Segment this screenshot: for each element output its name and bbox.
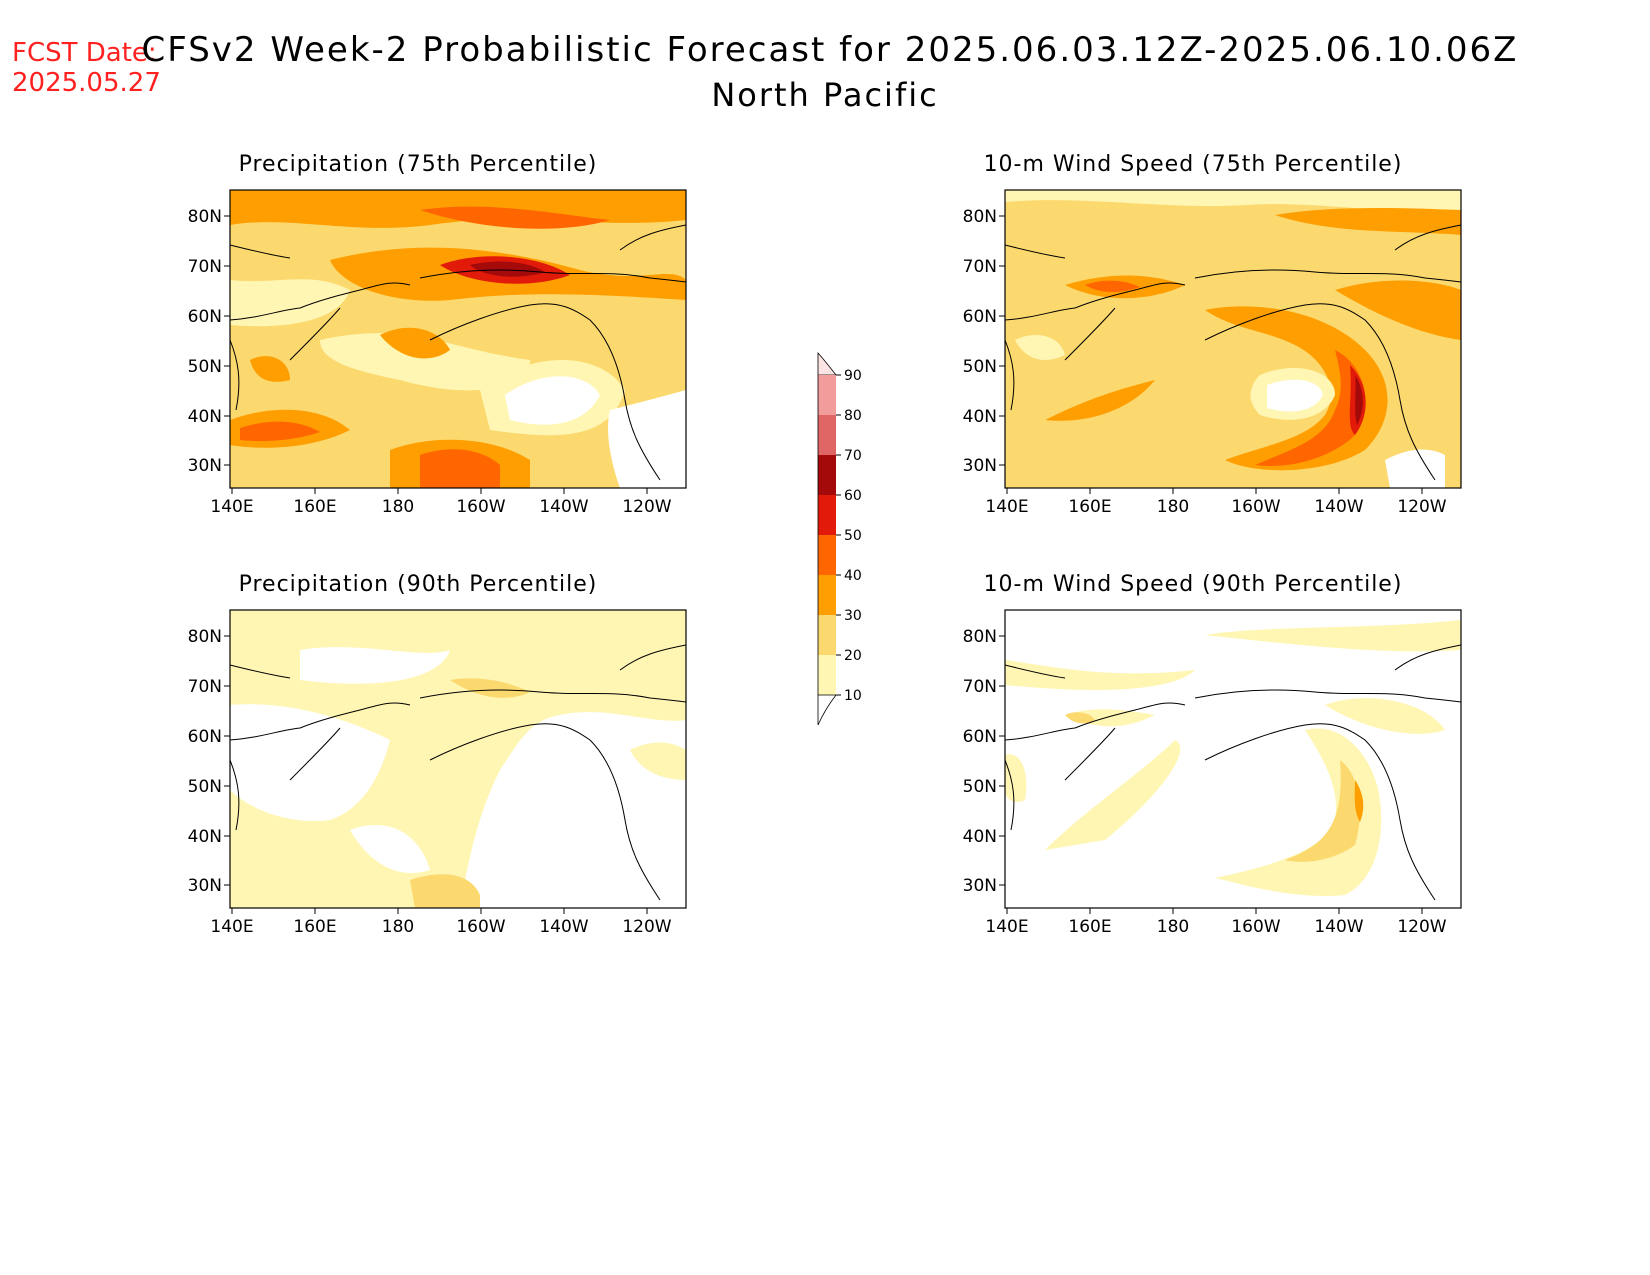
- lat-label: 60N: [188, 727, 222, 747]
- lon-label: 160E: [293, 497, 336, 517]
- lon-label: 120W: [622, 917, 671, 937]
- lon-label: 180: [382, 917, 414, 937]
- lon-label: 140W: [1314, 497, 1363, 517]
- lat-label: 60N: [963, 727, 997, 747]
- lat-label: 80N: [188, 627, 222, 647]
- colorbar-swatch: [818, 655, 836, 695]
- lat-label: 70N: [188, 677, 222, 697]
- lon-label: 160W: [456, 497, 505, 517]
- panel-wind-90: 10-m Wind Speed (90th Percentile) 80N 70N…: [935, 568, 1475, 938]
- lon-label: 160E: [293, 917, 336, 937]
- lon-label: 140W: [539, 917, 588, 937]
- lon-label: 180: [1157, 497, 1189, 517]
- lon-label: 140W: [1314, 917, 1363, 937]
- lat-label: 50N: [188, 777, 222, 797]
- panel-wind-75: 10-m Wind Speed (75th Percentile): [935, 148, 1475, 518]
- colorbar-swatch: [818, 535, 836, 575]
- colorbar-label: 80: [844, 408, 862, 424]
- colorbar-top-tip: [817, 351, 837, 376]
- colorbar-swatch: [818, 495, 836, 535]
- colorbar-label: 70: [844, 448, 862, 464]
- colorbar-label: 30: [844, 608, 862, 624]
- lat-label: 70N: [188, 257, 222, 277]
- lon-label: 140W: [539, 497, 588, 517]
- lon-label: 140E: [985, 917, 1028, 937]
- axis-labels: 80N 70N 60N 50N 40N 30N 140E 160E 180 160W 140W 120…: [963, 207, 1447, 517]
- map-wind-90: 80N 70N 60N 50N 40N 30N 140E 160E 180 160W 140W 120…: [963, 609, 1462, 937]
- map-precip-90: 80N 70N 60N 50N 40N 30N 140E 160E 180 160W 140W 120…: [188, 609, 687, 937]
- lat-label: 30N: [963, 876, 997, 896]
- map-precip-75: 80N 70N 60N 50N 40N 30N 140E 160E 180 160W 140W 120…: [188, 189, 687, 517]
- lat-label: 80N: [188, 207, 222, 227]
- lat-label: 40N: [188, 827, 222, 847]
- forecast-date-label: FCST Date: 2025.05.27: [12, 38, 161, 98]
- lon-label: 140E: [210, 917, 253, 937]
- lat-label: 70N: [963, 677, 997, 697]
- title-line2: North Pacific: [711, 76, 939, 114]
- panel-precip-75: Precipitation (75th Percentile): [160, 148, 700, 518]
- colorbar-swatch: [818, 575, 836, 615]
- panel-precip-90: Precipitation (90th Percentile) 80N 70N 60…: [160, 568, 700, 938]
- colorbar-label: 40: [844, 568, 862, 584]
- lon-label: 160W: [456, 917, 505, 937]
- title-line1: CFSv2 Week-2 Probabilistic Forecast for …: [141, 30, 1519, 70]
- lon-label: 180: [1157, 917, 1189, 937]
- panel-title: 10-m Wind Speed (90th Percentile): [983, 572, 1403, 597]
- colorbar-label: 10: [844, 688, 862, 704]
- lon-label: 160W: [1231, 917, 1280, 937]
- lat-label: 60N: [188, 307, 222, 327]
- lat-label: 40N: [963, 407, 997, 427]
- colorbar-swatch: [818, 375, 836, 415]
- lat-label: 80N: [963, 207, 997, 227]
- lon-label: 120W: [622, 497, 671, 517]
- page-title: CFSv2 Week-2 Probabilistic Forecast for …: [0, 30, 1650, 114]
- axis-labels: 80N 70N 60N 50N 40N 30N 140E 160E 180 160W 140W 120…: [188, 207, 672, 517]
- fcst-date-caption: FCST Date:: [12, 38, 157, 68]
- lat-label: 30N: [963, 456, 997, 476]
- lon-label: 160W: [1231, 497, 1280, 517]
- lon-label: 140E: [210, 497, 253, 517]
- lat-label: 30N: [188, 456, 222, 476]
- fcst-date-value: 2025.05.27: [12, 68, 161, 98]
- colorbar-swatch: [818, 615, 836, 655]
- lat-label: 40N: [963, 827, 997, 847]
- lat-label: 80N: [963, 627, 997, 647]
- lat-label: 60N: [963, 307, 997, 327]
- panel-title: 10-m Wind Speed (75th Percentile): [983, 152, 1403, 177]
- lat-label: 40N: [188, 407, 222, 427]
- map-wind-75: 80N 70N 60N 50N 40N 30N 140E 160E 180 160W 140W 120…: [963, 189, 1462, 517]
- lat-label: 70N: [963, 257, 997, 277]
- lat-label: 50N: [963, 777, 997, 797]
- lon-label: 160E: [1068, 497, 1111, 517]
- axis-labels: 80N 70N 60N 50N 40N 30N 140E 160E 180 160W 140W 120…: [188, 627, 672, 937]
- colorbar-label: 20: [844, 648, 862, 664]
- lat-label: 50N: [188, 357, 222, 377]
- panel-title: Precipitation (90th Percentile): [238, 572, 598, 597]
- lat-label: 50N: [963, 357, 997, 377]
- colorbar-label: 90: [844, 368, 862, 384]
- colorbar-bottom-tip: [817, 694, 837, 726]
- colorbar-swatch: [818, 415, 836, 455]
- lat-label: 30N: [188, 876, 222, 896]
- lon-label: 180: [382, 497, 414, 517]
- panel-title: Precipitation (75th Percentile): [238, 152, 598, 177]
- lon-label: 140E: [985, 497, 1028, 517]
- axis-labels: 80N 70N 60N 50N 40N 30N 140E 160E 180 160W 140W 120…: [963, 627, 1447, 937]
- lon-label: 120W: [1397, 917, 1446, 937]
- colorbar: 90 80 70 60 50 40 30 20 10: [817, 351, 862, 726]
- colorbar-label: 60: [844, 488, 862, 504]
- colorbar-swatch: [818, 455, 836, 495]
- lon-label: 160E: [1068, 917, 1111, 937]
- lon-label: 120W: [1397, 497, 1446, 517]
- colorbar-label: 50: [844, 528, 862, 544]
